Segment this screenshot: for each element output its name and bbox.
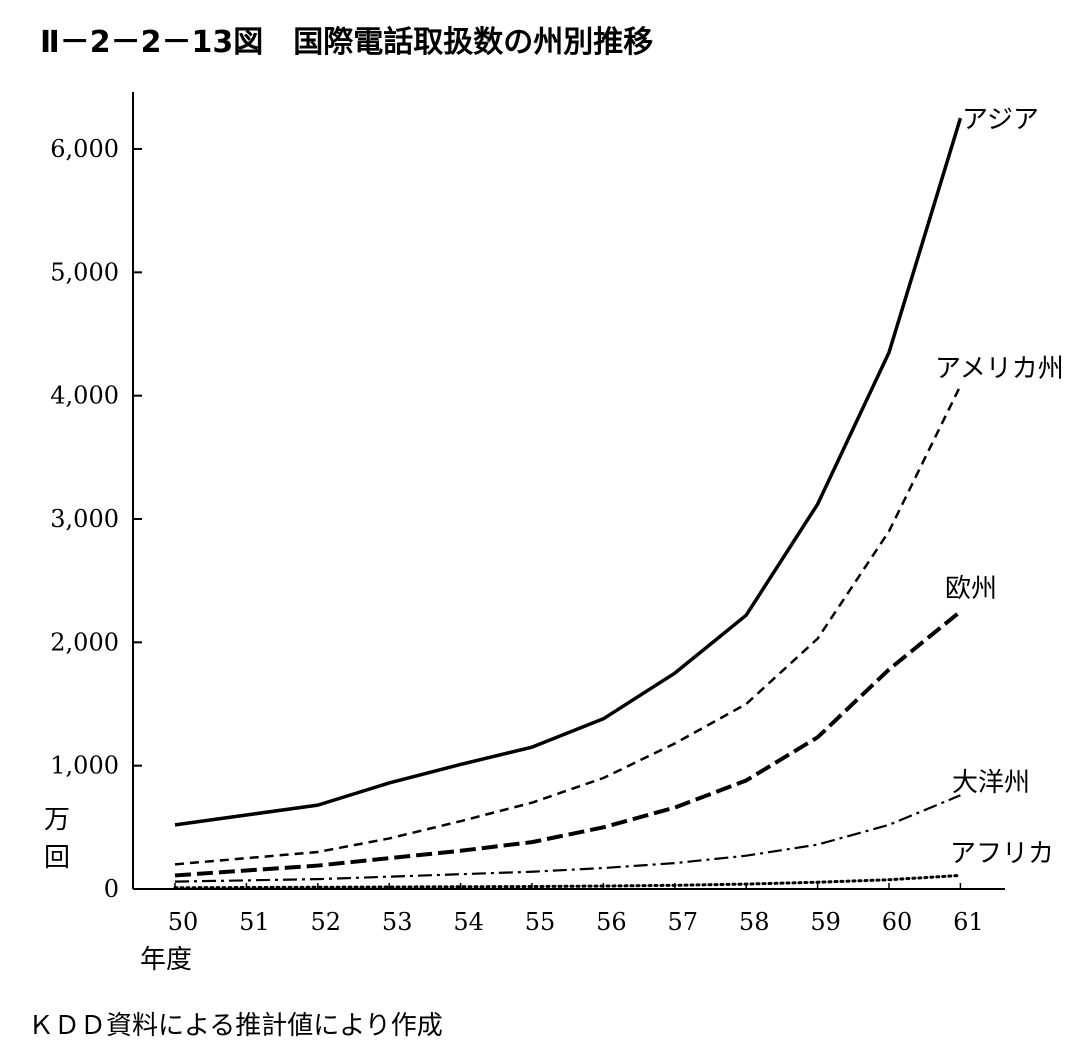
y-tick-label: 0 <box>104 875 119 903</box>
x-tick-label: 57 <box>668 908 699 936</box>
series-label: アジア <box>962 105 1039 135</box>
x-tick-label: 58 <box>739 908 770 936</box>
y-tick-label: 4,000 <box>50 382 119 410</box>
series-line <box>173 873 962 890</box>
x-tick-label: 59 <box>810 908 841 936</box>
chart-title: Ⅱ－2－2－13図 国際電話取扱数の州別推移 <box>40 25 653 60</box>
x-tick-label: 50 <box>168 908 199 936</box>
x-tick-label: 52 <box>311 908 342 936</box>
y-tick-label: 6,000 <box>50 135 119 163</box>
series-line <box>174 609 962 878</box>
y-axis: 0 1,000 2,000 3,000 4,000 5,000 6,000 <box>50 92 142 903</box>
y-tick-label: 5,000 <box>50 258 119 286</box>
x-axis-label: 年度 <box>140 945 192 975</box>
x-tick-label: 51 <box>239 908 270 936</box>
x-tick-label: 61 <box>953 908 984 936</box>
x-tick-label: 53 <box>382 908 413 936</box>
x-tick-label: 54 <box>453 908 484 936</box>
y-tick-label: 1,000 <box>50 752 119 780</box>
y-unit-label: 万 回 <box>44 805 70 873</box>
series-label: アメリカ州 <box>935 354 1064 384</box>
series-line <box>174 117 963 827</box>
series-lines <box>173 117 963 890</box>
source-note: ＫＤＤ資料による推計値により作成 <box>28 1011 443 1041</box>
x-tick-label: 60 <box>882 908 913 936</box>
x-tick-label: 55 <box>525 908 556 936</box>
y-tick-label: 2,000 <box>50 628 119 656</box>
y-unit-char-2: 回 <box>44 843 70 873</box>
x-axis: 50 51 52 53 54 55 56 57 58 59 60 61 <box>133 883 1005 936</box>
x-tick-label: 56 <box>596 908 627 936</box>
y-tick-label: 3,000 <box>50 505 119 533</box>
series-label: 欧州 <box>945 574 997 604</box>
series-line <box>174 794 961 883</box>
y-unit-char-1: 万 <box>44 805 70 835</box>
series-label: アフリカ <box>950 839 1054 869</box>
series-label: 大洋州 <box>952 768 1030 798</box>
series-line <box>174 385 962 866</box>
